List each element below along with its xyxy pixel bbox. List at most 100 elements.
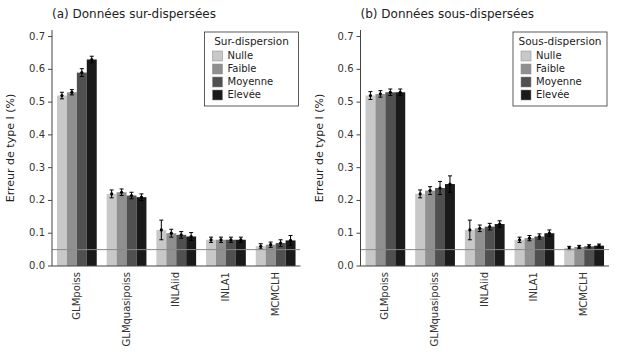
bar	[176, 235, 186, 266]
y-tick	[357, 69, 361, 70]
value-dot	[160, 228, 163, 231]
y-tick-label: 0.5	[338, 96, 354, 107]
error-cap	[428, 186, 432, 187]
error-bar	[189, 233, 193, 241]
bar	[77, 73, 87, 266]
value-dot	[548, 232, 551, 235]
value-dot	[588, 245, 591, 248]
y-tick-label: 0.3	[29, 162, 45, 173]
legend: Sur-dispersionNulleFaibleMoyenneElevée	[205, 32, 299, 106]
y-tick	[48, 69, 52, 70]
error-cap	[438, 194, 442, 195]
y-tick	[357, 102, 361, 103]
y-tick	[357, 36, 361, 37]
error-bar	[80, 69, 84, 77]
title: (a) Données sur-dispersées	[52, 7, 216, 21]
error-cap	[90, 62, 94, 63]
legend-label: Moyenne	[536, 76, 582, 87]
value-dot	[399, 91, 402, 94]
bar	[236, 240, 246, 266]
error-cap	[189, 240, 193, 241]
error-cap	[90, 56, 94, 57]
error-bar	[488, 223, 492, 230]
value-dot	[239, 238, 242, 241]
error-cap	[388, 89, 392, 90]
error-cap	[498, 220, 502, 221]
error-cap	[219, 242, 223, 243]
error-cap	[219, 237, 223, 238]
x-tick-label: MCMCLH	[578, 272, 589, 316]
error-cap	[209, 242, 213, 243]
y-axis-label: Erreur de type I (%)	[313, 94, 326, 202]
value-dot	[130, 194, 133, 197]
bar	[127, 196, 137, 266]
value-dot	[289, 239, 292, 242]
value-dot	[369, 94, 372, 97]
y-axis-label: Erreur de type I (%)	[4, 94, 17, 202]
legend-label: Elevée	[228, 89, 261, 100]
value-dot	[568, 246, 571, 249]
error-cap	[209, 237, 213, 238]
error-bar	[239, 237, 243, 242]
error-cap	[259, 243, 263, 244]
error-cap	[418, 197, 422, 198]
error-cap	[428, 194, 432, 195]
bar	[226, 240, 236, 266]
error-cap	[60, 98, 64, 99]
error-bar	[259, 244, 263, 249]
error-cap	[468, 239, 472, 240]
error-bar	[219, 237, 223, 242]
error-cap	[279, 239, 283, 240]
y-tick	[48, 36, 52, 37]
value-dot	[219, 238, 222, 241]
error-cap	[159, 239, 163, 240]
error-cap	[488, 223, 492, 224]
error-bar	[418, 190, 422, 198]
value-dot	[80, 71, 83, 74]
error-cap	[537, 233, 541, 234]
error-cap	[378, 90, 382, 91]
bar	[525, 238, 535, 266]
figure: (a) Données sur-dispersées Erreur de type…	[0, 0, 617, 361]
error-cap	[289, 235, 293, 236]
y-tick-label: 0.4	[29, 129, 45, 140]
error-cap	[130, 192, 134, 193]
x-axis	[52, 266, 301, 267]
error-cap	[169, 237, 173, 238]
error-bar	[70, 90, 74, 95]
error-cap	[229, 242, 233, 243]
y-tick-label: 0.0	[29, 260, 45, 271]
error-cap	[139, 200, 143, 201]
value-dot	[389, 91, 392, 94]
value-dot	[190, 235, 193, 238]
error-cap	[398, 95, 402, 96]
title: (b) Données sous-dispersées	[361, 7, 535, 21]
value-dot	[438, 186, 441, 189]
bar	[107, 194, 117, 266]
x-tick-label: GLMpoiss	[71, 272, 82, 320]
error-cap	[70, 89, 74, 90]
reference-line	[361, 249, 610, 250]
bar	[136, 197, 146, 266]
error-bar	[60, 92, 64, 99]
error-bar	[518, 237, 522, 242]
legend-swatch	[213, 77, 223, 87]
value-dot	[488, 225, 491, 228]
value-dot	[70, 91, 73, 94]
error-cap	[110, 189, 114, 190]
panel: (a) Données sur-dispersées Erreur de type…	[4, 7, 301, 346]
error-cap	[378, 97, 382, 98]
legend-title: Sur-dispersion	[214, 35, 289, 47]
y-tick-label: 0.7	[29, 31, 45, 42]
error-cap	[179, 231, 183, 232]
error-bar	[577, 245, 581, 248]
error-bar	[527, 236, 531, 241]
error-cap	[279, 246, 283, 247]
error-cap	[448, 175, 452, 176]
y-tick	[357, 200, 361, 201]
error-cap	[60, 92, 64, 93]
error-cap	[130, 198, 134, 199]
value-dot	[90, 58, 93, 61]
value-dot	[597, 244, 600, 247]
value-dot	[269, 243, 272, 246]
